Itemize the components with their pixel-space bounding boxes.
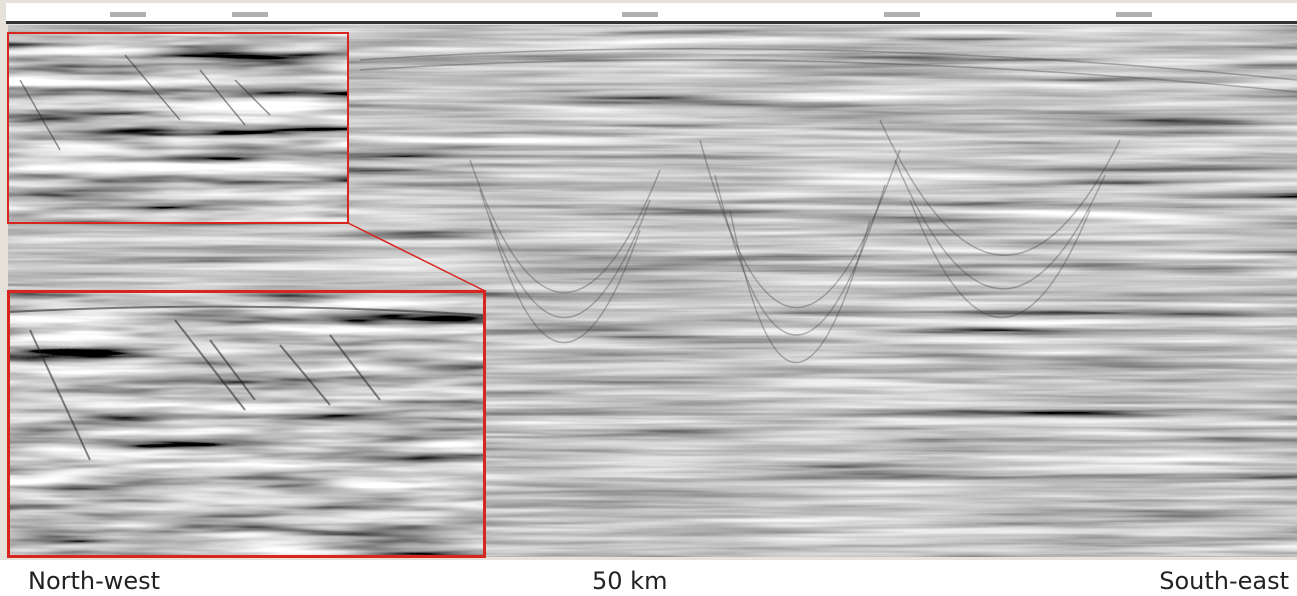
source-box bbox=[7, 32, 349, 224]
faults-small bbox=[19, 54, 271, 151]
inset-source bbox=[9, 34, 348, 223]
reflector-arcs bbox=[359, 48, 1297, 364]
ruler-marks bbox=[110, 12, 1152, 17]
inset-zoom bbox=[9, 292, 484, 556]
scale-label: 50 km bbox=[592, 567, 668, 595]
connector bbox=[347, 222, 486, 292]
left-label: North-west bbox=[28, 567, 161, 595]
ruler-edge bbox=[6, 21, 1297, 24]
faults-zoom bbox=[8, 305, 485, 461]
zoom-box bbox=[7, 290, 486, 558]
right-label: South-east bbox=[1159, 567, 1289, 595]
seismic-section bbox=[0, 0, 1297, 560]
